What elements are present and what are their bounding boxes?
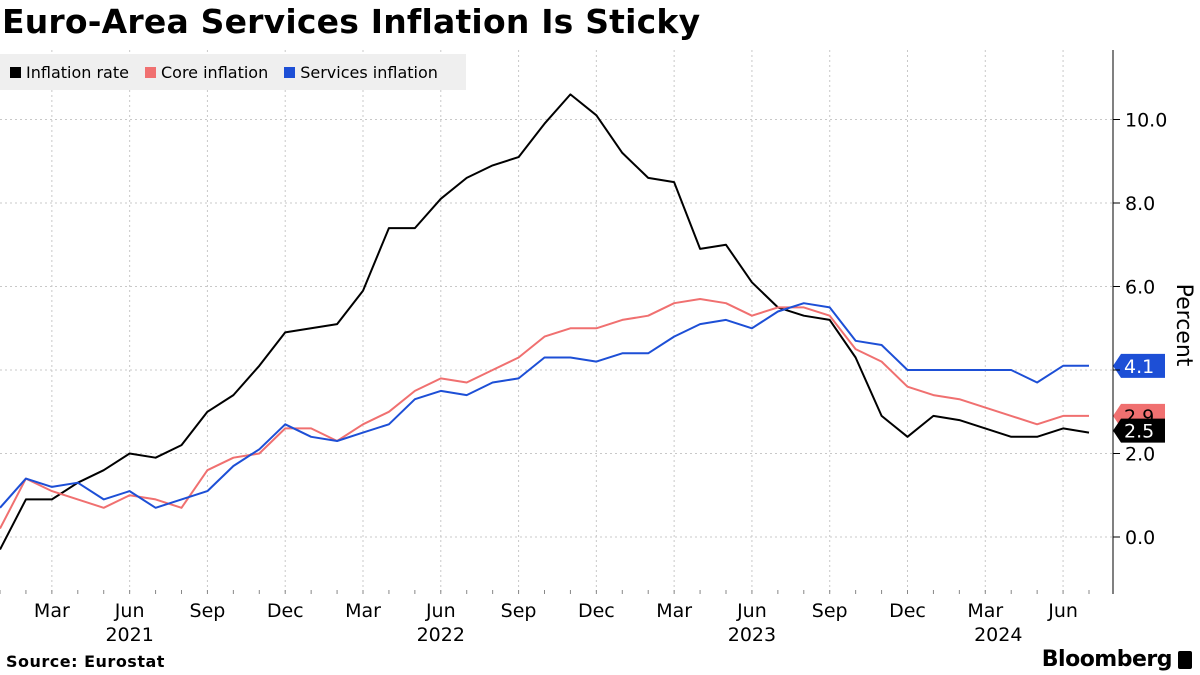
x-tick-label: Sep xyxy=(501,600,537,622)
x-axis-labels: Mar Jun Sep Dec Mar Jun Sep Dec Mar Jun Sep Dec Mar J… xyxy=(34,600,1078,646)
legend-swatch-core-inflation xyxy=(144,66,156,78)
chart-title: Euro-Area Services Inflation Is Sticky xyxy=(2,2,701,41)
y-tick-label: 2.0 xyxy=(1125,444,1155,466)
terminal-icon xyxy=(1178,650,1192,669)
y-tick-label: 6.0 xyxy=(1125,277,1155,299)
y-axis: 0.0 2.0 6.0 8.0 10.0 xyxy=(1112,50,1167,594)
x-tick-label: Jun xyxy=(1047,600,1078,622)
legend-item-core-inflation: Core inflation xyxy=(144,62,269,82)
end-label-box xyxy=(1113,353,1165,378)
end-label-box xyxy=(1113,418,1165,443)
x-tick-label: Jun xyxy=(114,600,145,622)
legend: Inflation rate Core inflation Services i… xyxy=(0,54,466,90)
x-axis-ticks xyxy=(0,590,1090,594)
x-tick-label: Dec xyxy=(889,600,926,622)
legend-swatch-services-inflation xyxy=(284,66,296,78)
legend-label-services-inflation: Services inflation xyxy=(300,62,438,82)
x-tick-label: Sep xyxy=(190,600,226,622)
x-tick-label: Dec xyxy=(267,600,304,622)
series-line-core-inflation xyxy=(0,298,1089,530)
end-label-inflation-rate: 2.5 xyxy=(1113,418,1165,443)
legend-item-inflation-rate: Inflation rate xyxy=(10,63,129,82)
y-tick-label: 0.0 xyxy=(1125,527,1155,549)
series-line-inflation-rate xyxy=(0,93,1090,550)
x-year-label: 2024 xyxy=(974,624,1022,646)
series-line-services-inflation xyxy=(0,302,1089,509)
x-tick-label: Jun xyxy=(425,600,456,622)
x-year-label: 2022 xyxy=(417,624,465,646)
grid-lines xyxy=(0,50,1113,594)
legend-label-core-inflation: Core inflation xyxy=(160,62,269,82)
source-note: Source: Eurostat xyxy=(6,652,165,671)
x-tick-label: Mar xyxy=(656,600,692,622)
x-tick-label: Dec xyxy=(578,600,615,622)
end-label-text: 2.5 xyxy=(1124,421,1154,443)
legend-swatch-inflation-rate xyxy=(10,66,21,78)
y-tick-label: 8.0 xyxy=(1125,193,1155,215)
legend-label-inflation-rate: Inflation rate xyxy=(26,62,129,82)
legend-item-services-inflation: Services inflation xyxy=(284,63,438,82)
brand-name: Bloomberg xyxy=(1041,647,1173,672)
x-tick-label: Jun xyxy=(736,600,767,622)
x-year-label: 2021 xyxy=(105,624,153,646)
series-lines xyxy=(0,93,1090,550)
x-tick-label: Mar xyxy=(345,600,381,622)
y-tick-label: 10.0 xyxy=(1125,110,1167,132)
end-labels: 2.92.54.1 xyxy=(1113,353,1165,443)
x-tick-label: Mar xyxy=(34,600,70,622)
brand-logo: Bloomberg xyxy=(1042,647,1192,672)
end-label-services-inflation: 4.1 xyxy=(1113,353,1165,378)
x-tick-label: Sep xyxy=(812,600,848,622)
x-year-label: 2023 xyxy=(728,624,776,646)
end-label-text: 4.1 xyxy=(1124,356,1154,378)
x-tick-label: Mar xyxy=(967,600,1003,622)
y-axis-title: Percent xyxy=(1171,284,1196,367)
